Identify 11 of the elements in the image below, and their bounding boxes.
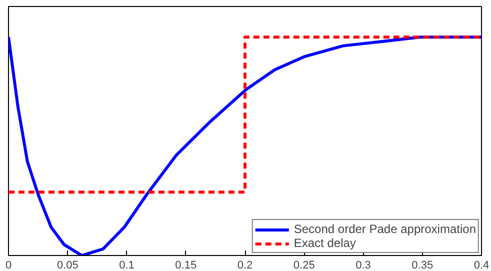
x-tick-label: 0.3 — [356, 260, 371, 271]
x-tick-label: 0 — [5, 260, 12, 271]
x-tick-label: 0.15 — [175, 260, 197, 271]
legend-label: Exact delay — [294, 236, 356, 250]
x-tick-label: 0.1 — [119, 260, 134, 271]
x-tick-label: 0.25 — [293, 260, 315, 271]
x-tick-label: 0.05 — [56, 260, 78, 271]
x-tick-label: 0.4 — [474, 260, 490, 271]
x-tick-label: 0.2 — [237, 260, 253, 271]
x-tick-label: 0.35 — [412, 260, 434, 271]
legend-label: Second order Pade approximation — [294, 222, 476, 236]
